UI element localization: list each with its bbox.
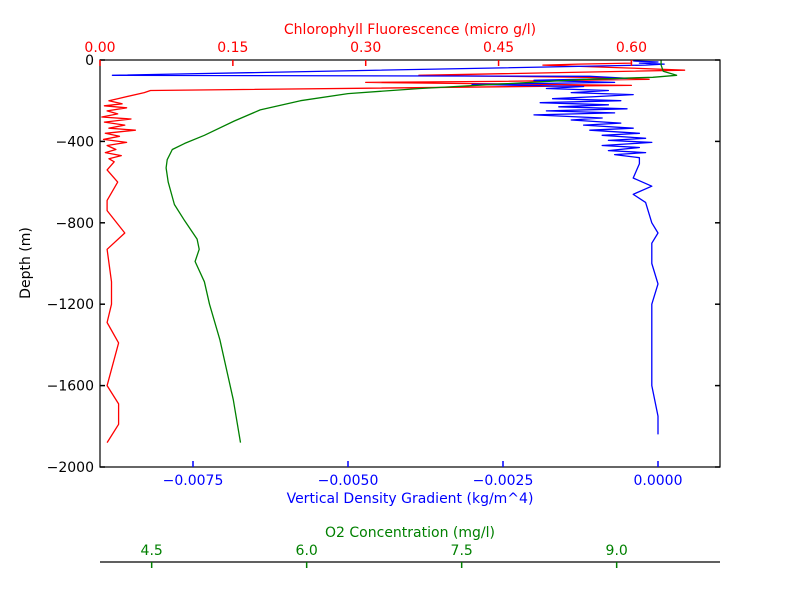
- depth-tick-label: −1200: [47, 297, 94, 313]
- series-line-density-gradient: [111, 60, 665, 435]
- o2-axis-title: O2 Concentration (mg/l): [325, 525, 495, 541]
- depth-tick-label: 0: [85, 53, 94, 69]
- depth-tick-label: −400: [56, 134, 94, 150]
- o2-axis: 4.5 6.0 7.5 9.0: [100, 543, 720, 568]
- depth-axis-title: Depth (m): [18, 227, 34, 299]
- density-gradient-tick-label: −0.0050: [318, 473, 379, 489]
- density-gradient-axis-title: Vertical Density Gradient (kg/m^4): [287, 491, 534, 507]
- density-gradient-axis: −0.0075 −0.0050 −0.0025 0.0000: [163, 461, 683, 489]
- depth-axis: 0 −400 −800 −1200 −1600 −2000: [47, 53, 720, 476]
- chlorophyll-tick-label: 0.30: [350, 40, 381, 56]
- series-line-chlorophyll: [101, 60, 686, 443]
- depth-tick-label: −1600: [47, 379, 94, 395]
- o2-tick-label: 7.5: [451, 543, 473, 559]
- plot-frame: [99, 59, 721, 468]
- o2-tick-label: 6.0: [296, 543, 318, 559]
- o2-tick-label: 4.5: [141, 543, 163, 559]
- density-gradient-tick-label: 0.0000: [634, 473, 683, 489]
- series-line-o2: [165, 60, 678, 443]
- chlorophyll-axis-title: Chlorophyll Fluorescence (micro g/l): [284, 22, 536, 38]
- chlorophyll-axis: 0.00 0.15 0.30 0.45 0.60: [84, 40, 647, 66]
- chlorophyll-tick-label: 0.60: [616, 40, 647, 56]
- series-layer: [101, 60, 686, 443]
- chlorophyll-tick-label: 0.00: [84, 40, 115, 56]
- depth-tick-label: −800: [56, 216, 94, 232]
- o2-tick-label: 9.0: [606, 543, 628, 559]
- density-gradient-tick-label: −0.0025: [473, 473, 534, 489]
- chlorophyll-tick-label: 0.45: [483, 40, 514, 56]
- chlorophyll-tick-label: 0.15: [217, 40, 248, 56]
- density-gradient-tick-label: −0.0075: [163, 473, 224, 489]
- depth-tick-label: −2000: [47, 460, 94, 476]
